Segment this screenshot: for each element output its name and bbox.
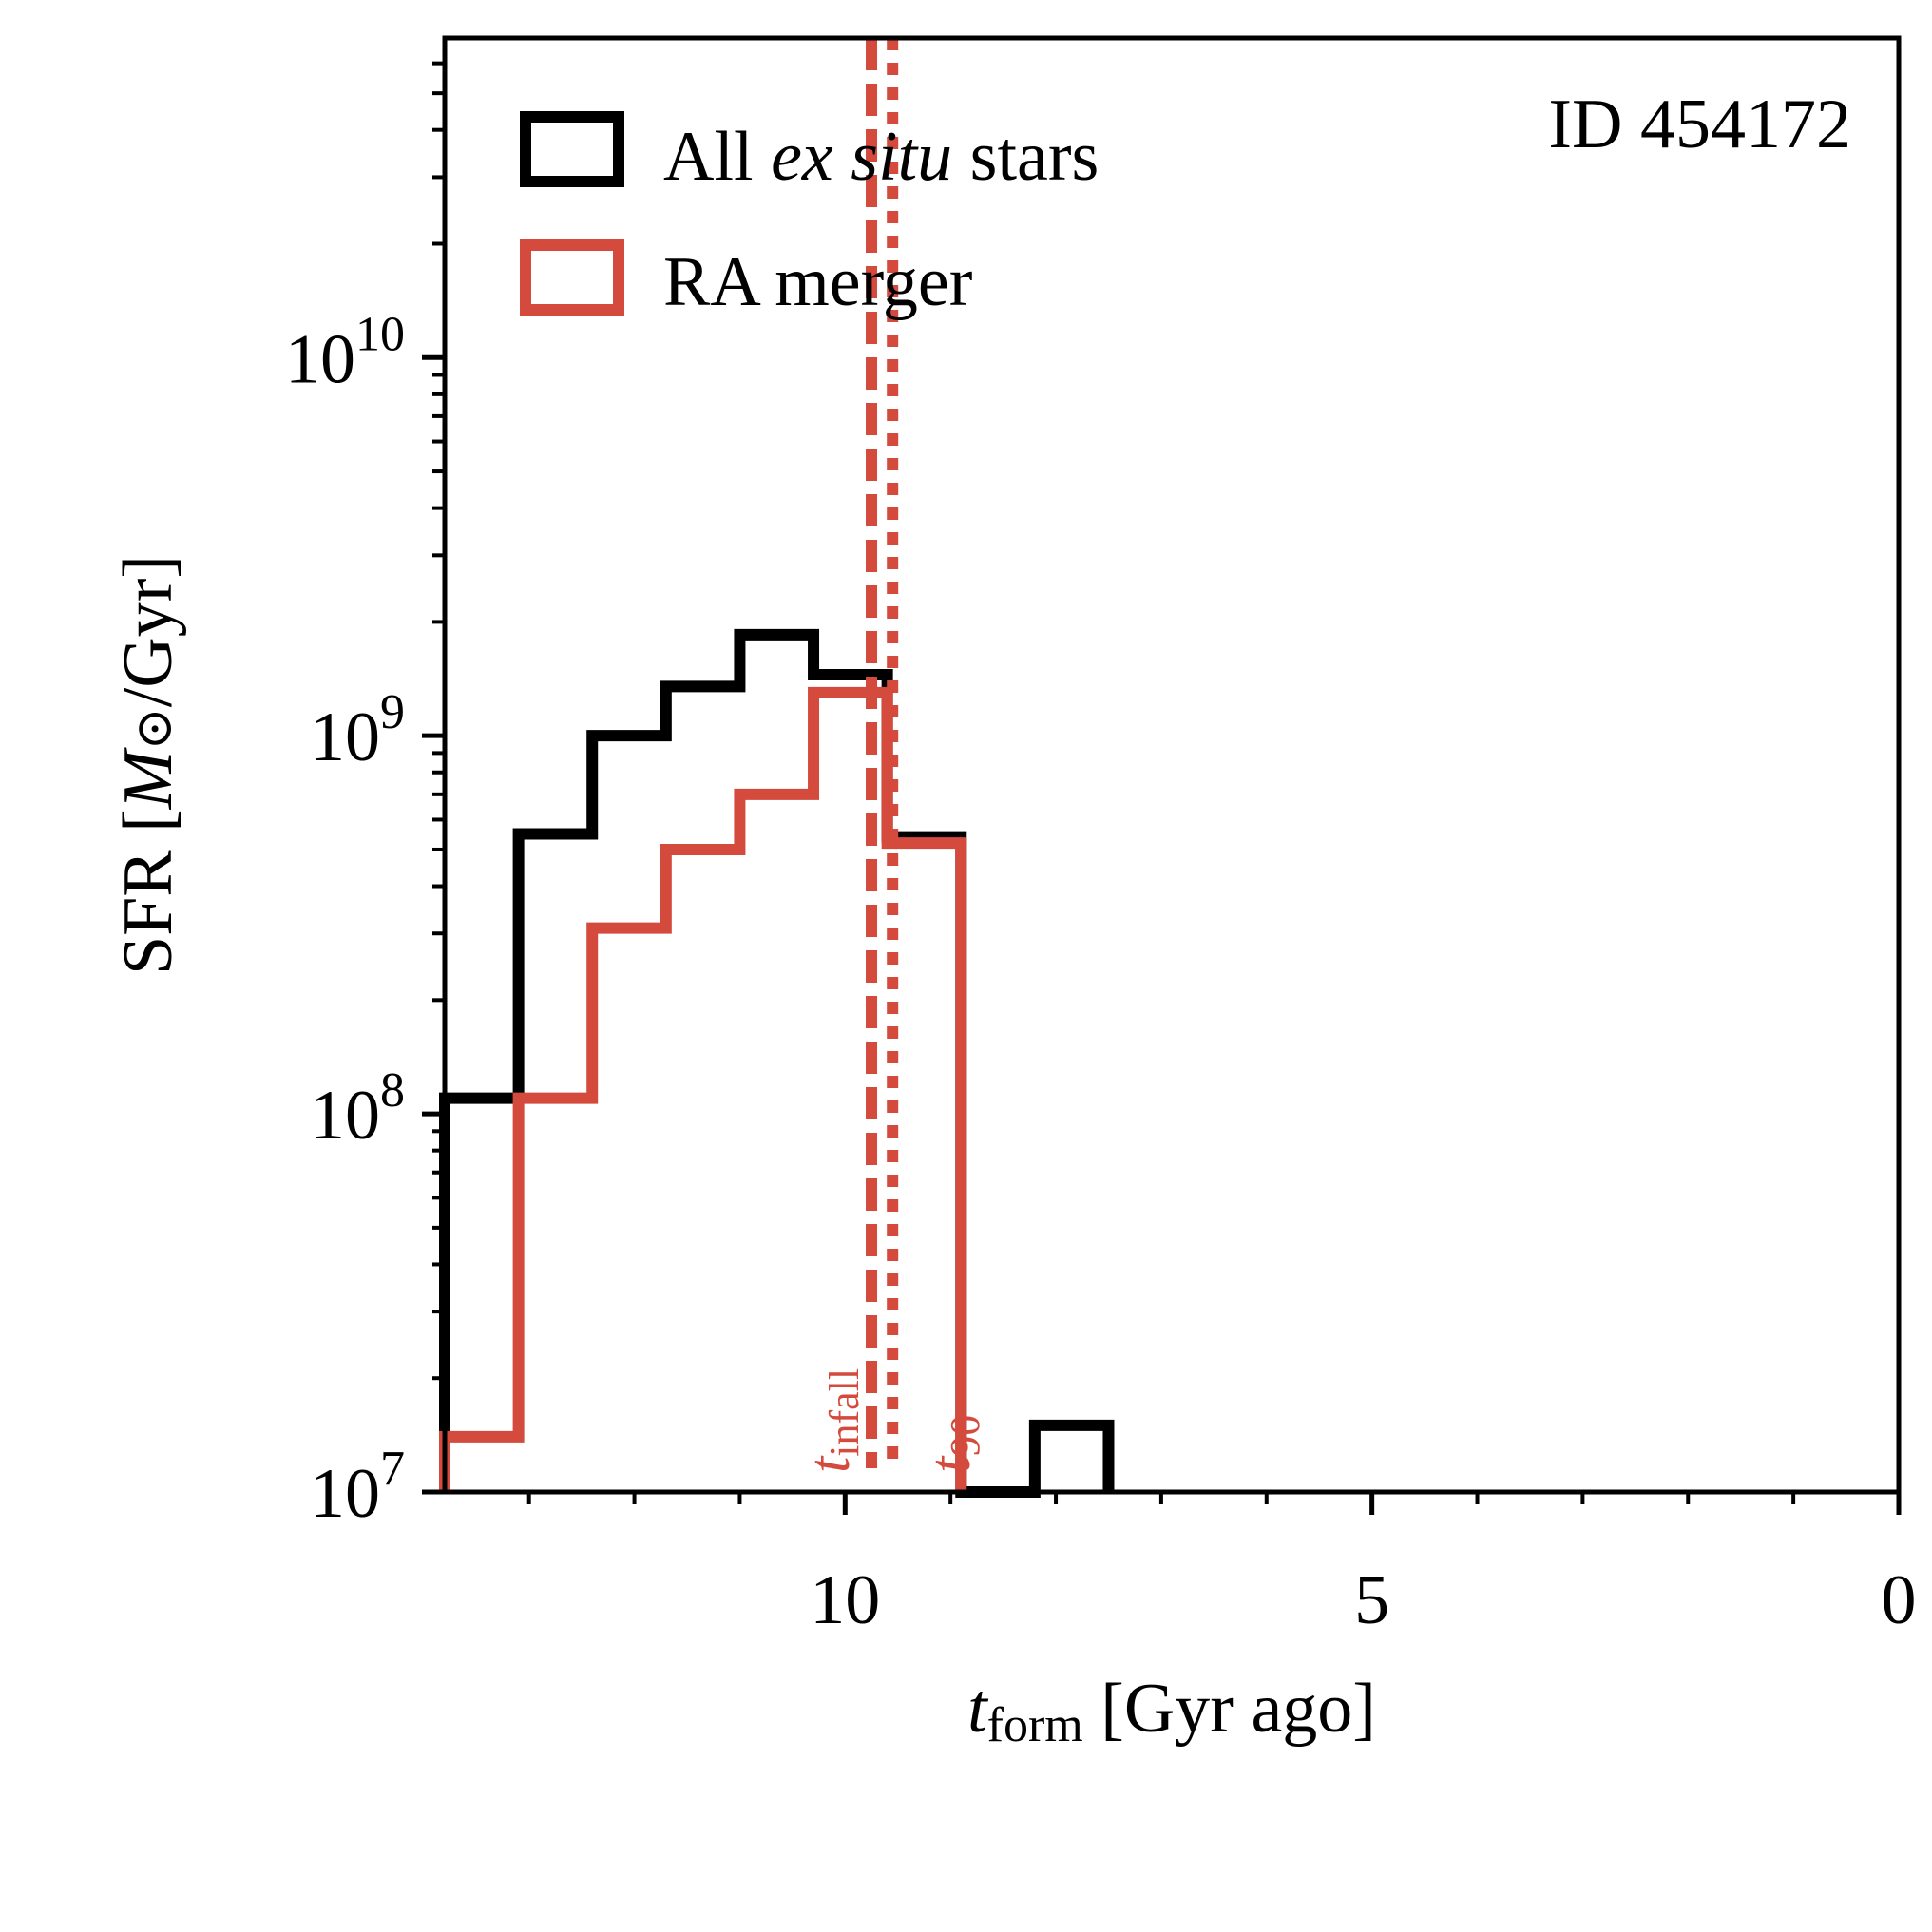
legend-swatch-all-ex-situ (520, 111, 624, 187)
legend-swatch-ra-merger (520, 239, 624, 316)
plot-frame (442, 35, 1902, 1495)
y-tick-label: 108 (310, 1063, 405, 1155)
y-tick-label: 1010 (285, 307, 405, 398)
legend: All ex situ stars RA merger (520, 111, 1099, 321)
histogram-ra-merger (439, 686, 967, 1492)
y-tick-label: 109 (310, 685, 405, 776)
galaxy-id-label: ID 454172 (1548, 86, 1851, 163)
x-tick-label: 10 (810, 1561, 880, 1639)
x-tick-label: 5 (1354, 1561, 1389, 1639)
x-axis-label: tform [Gyr ago] (967, 1670, 1376, 1752)
t-infall-label: tinfall (797, 1368, 868, 1473)
y-axis-label: SFR [M⊙/Gyr] (109, 555, 187, 975)
vertical-lines (866, 38, 899, 1468)
y-tick-label: 107 (310, 1442, 405, 1533)
t-90-label: t90 (918, 1415, 988, 1473)
tick-labels: 10 5 0 107 108 109 1010 (285, 307, 1917, 1639)
x-tick-label: 0 (1882, 1561, 1917, 1639)
legend-label-ra-merger: RA merger (663, 243, 972, 321)
legend-label-all-ex-situ: All ex situ stars (663, 118, 1099, 196)
